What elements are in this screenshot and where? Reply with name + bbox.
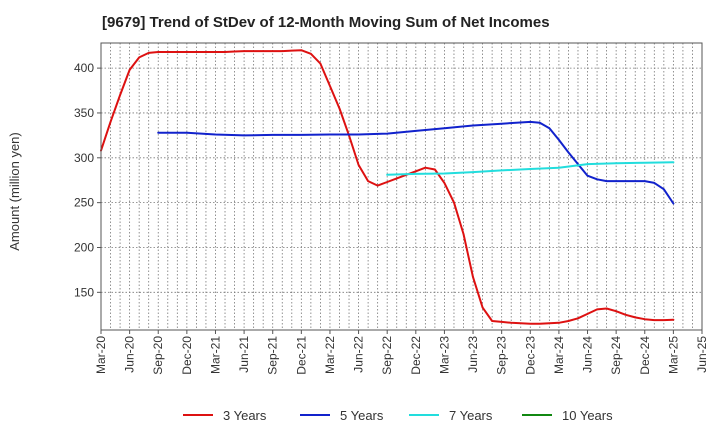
x-tick-label: Jun-20 [123, 336, 137, 373]
x-tick-label: Sep-21 [266, 336, 280, 375]
y-axis-label: Amount (million yen) [7, 132, 22, 251]
legend-label: 5 Years [340, 408, 384, 423]
y-tick-label: 350 [74, 106, 94, 120]
y-tick-label: 300 [74, 151, 94, 165]
x-tick-label: Sep-20 [151, 336, 165, 375]
y-tick-label: 400 [74, 61, 94, 75]
x-tick-label: Dec-20 [180, 336, 194, 375]
legend-label: 10 Years [562, 408, 613, 423]
legend-label: 7 Years [449, 408, 493, 423]
series-line-5-years [157, 120, 675, 205]
legend: 3 Years 5 Years 7 Years 10 Years [183, 408, 613, 423]
x-tick-label: Mar-23 [437, 336, 451, 374]
x-tick-label: Sep-23 [495, 336, 509, 375]
series-line-3-years [100, 49, 675, 325]
x-tick-label: Dec-23 [523, 336, 537, 375]
x-tick-label: Jun-22 [352, 336, 366, 373]
x-tick-label: Sep-24 [609, 336, 623, 375]
x-tick-label: Jun-25 [695, 336, 709, 373]
series-line-7-years [386, 161, 675, 176]
axis-layer: 150 200 250 300 350 400 Mar-20 Jun-20 Sep-20 Dec-… [7, 61, 709, 375]
x-tick-label: Mar-21 [208, 336, 222, 374]
plot-frame [100, 42, 703, 331]
x-tick-label: Dec-22 [409, 336, 423, 375]
chart-title: [9679] Trend of StDev of 12-Month Moving… [102, 14, 550, 31]
series-layer [100, 49, 675, 325]
y-tick-label: 250 [74, 196, 94, 210]
grid-layer [100, 43, 703, 330]
x-tick-label: Mar-24 [552, 336, 566, 374]
y-tick-label: 200 [74, 240, 94, 254]
y-tick-label: 150 [74, 285, 94, 299]
x-tick-label: Dec-21 [294, 336, 308, 375]
x-tick-label: Jun-23 [466, 336, 480, 373]
x-tick-label: Jun-21 [237, 336, 251, 373]
legend-label: 3 Years [223, 408, 267, 423]
x-tick-label: Mar-22 [323, 336, 337, 374]
x-tick-label: Mar-25 [666, 336, 680, 374]
x-tick-label: Mar-20 [94, 336, 108, 374]
x-tick-label: Sep-22 [380, 336, 394, 375]
x-tick-label: Jun-24 [581, 336, 595, 373]
x-tick-label: Dec-24 [638, 336, 652, 375]
